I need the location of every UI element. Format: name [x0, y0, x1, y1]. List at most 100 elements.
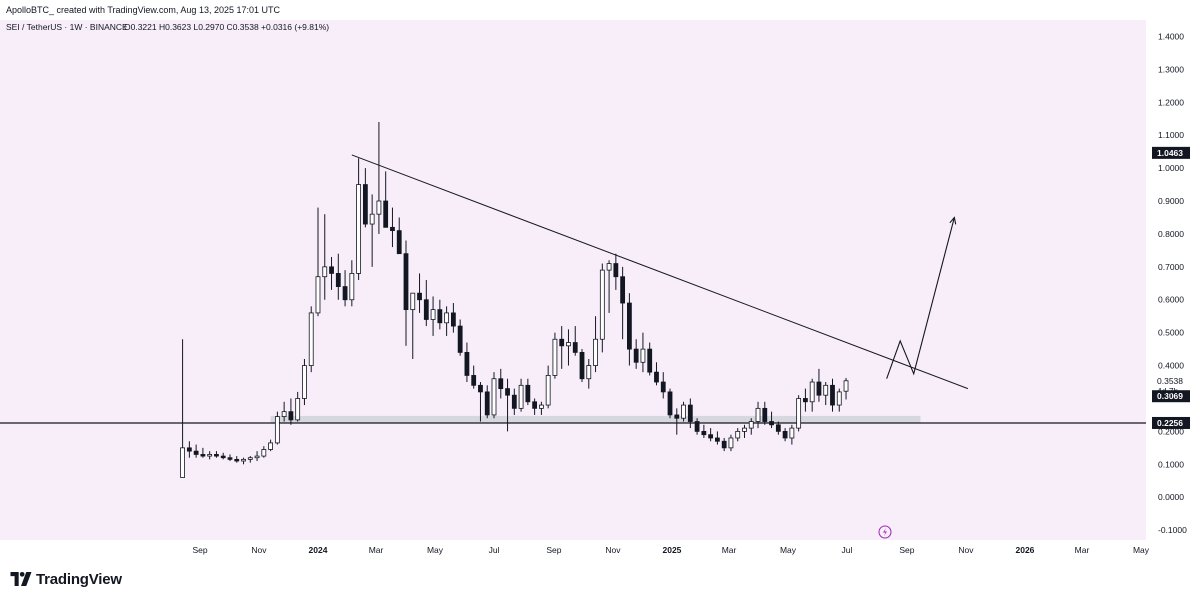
- price-chart[interactable]: 1.4000 1.3000 1.2000 1.1000 1.0000 0.9000 0.80…: [0, 20, 1200, 560]
- candle-body-down: [715, 437, 720, 442]
- candle: [295, 391, 301, 422]
- candle-body-down: [390, 226, 395, 232]
- candles-layer: [180, 122, 849, 478]
- candle-body-down: [423, 299, 429, 320]
- candle-body-down: [830, 384, 835, 406]
- candle: [843, 377, 849, 400]
- time-tick-label: 2024: [309, 545, 328, 555]
- symbol-info: SEI / TetherUS · 1W · BINANCE: [6, 22, 128, 32]
- candle: [241, 457, 246, 465]
- candle: [410, 292, 416, 359]
- candle: [186, 441, 192, 458]
- candle-body-up: [254, 455, 260, 459]
- candle: [613, 253, 619, 290]
- candle-body-down: [579, 352, 585, 380]
- candle: [715, 431, 720, 445]
- time-tick-label: 2025: [662, 545, 681, 555]
- candle: [383, 171, 389, 228]
- candle: [789, 424, 795, 445]
- time-axis-background: [0, 540, 1200, 560]
- svg-text:0.2256: 0.2256: [1157, 418, 1183, 428]
- price-axis[interactable]: 1.4000 1.3000 1.2000 1.1000 1.0000 0.9000 0.80…: [1158, 31, 1187, 535]
- candle-body-down: [762, 407, 768, 422]
- candle-body-up: [491, 378, 497, 416]
- candle: [823, 382, 829, 406]
- projection-arrowhead: [949, 216, 957, 225]
- candle: [308, 306, 314, 373]
- candle-body-down: [498, 378, 504, 390]
- candle-body-up: [369, 213, 375, 225]
- candle-body-down: [464, 352, 470, 376]
- candle-body-down: [559, 338, 565, 347]
- candle-body-up: [247, 457, 253, 460]
- time-tick-label: Mar: [369, 545, 384, 555]
- plot-background: [0, 20, 1146, 540]
- candle-body-down: [532, 401, 538, 409]
- candle: [803, 388, 808, 412]
- support-label: 0.2256: [1152, 416, 1190, 429]
- candle-body-down: [362, 184, 368, 225]
- candle: [484, 385, 490, 419]
- candle-body-down: [782, 430, 788, 439]
- candle: [302, 358, 307, 406]
- candle: [261, 446, 267, 458]
- candle-body-up: [843, 380, 849, 392]
- time-tick-label: May: [1133, 545, 1150, 555]
- candle-body-up: [789, 427, 795, 439]
- footer: TradingView: [0, 560, 1200, 598]
- candle: [694, 418, 700, 435]
- candle: [796, 395, 802, 432]
- candle-body-up: [755, 407, 761, 422]
- candle: [362, 168, 368, 228]
- candle: [498, 368, 504, 399]
- candle: [674, 408, 680, 435]
- price-tick-label: 0.8000: [1158, 229, 1184, 239]
- candle: [390, 207, 395, 248]
- descending-trendline: [351, 154, 969, 390]
- candle-body-down: [660, 381, 666, 393]
- candle: [234, 456, 240, 463]
- candle: [288, 398, 294, 425]
- candle: [654, 362, 659, 386]
- price-tick-label: 0.9000: [1158, 196, 1184, 206]
- candle-body-up: [599, 269, 605, 340]
- tradingview-logo[interactable]: TradingView: [10, 568, 122, 590]
- candle: [769, 411, 774, 429]
- time-axis[interactable]: Sep Nov 2024 Mar May Jul Sep Nov 2025 Mar May Jul Se…: [192, 545, 1149, 555]
- candle-body-up: [593, 338, 598, 366]
- candle: [444, 306, 450, 336]
- time-tick-label: Sep: [192, 545, 207, 555]
- candle: [396, 217, 402, 255]
- candle-body-down: [674, 414, 680, 419]
- candle-body-down: [200, 454, 206, 457]
- price-tick-label: 1.3000: [1158, 64, 1184, 74]
- drawings-layer: [351, 154, 969, 390]
- candle-body-up: [274, 416, 280, 444]
- candle: [200, 447, 206, 458]
- chart-header: ApolloBTC_ created with TradingView.com,…: [0, 0, 1200, 20]
- support-zone: [270, 415, 921, 424]
- candle-body-down: [335, 273, 341, 287]
- candle-body-down: [654, 371, 659, 383]
- candle-body-down: [288, 411, 294, 421]
- candle-body-down: [505, 388, 510, 396]
- price-tick-label: 0.2000: [1158, 426, 1184, 436]
- candle-body-up: [315, 276, 321, 314]
- candle-body-down: [457, 325, 463, 353]
- candle: [227, 454, 233, 462]
- time-tick-label: 2026: [1015, 545, 1034, 555]
- candle: [687, 398, 693, 429]
- candle-body-up: [735, 430, 741, 439]
- candle: [566, 329, 571, 366]
- lightning-icon[interactable]: [878, 525, 892, 539]
- ohlc-info: O0.3221 H0.3623 L0.2970 C0.3538 +0.0316 …: [124, 22, 329, 32]
- candle: [836, 388, 842, 412]
- candle: [721, 437, 727, 452]
- candle-body-down: [687, 404, 693, 422]
- candle-body-down: [816, 381, 822, 396]
- candle-body-up: [545, 375, 551, 406]
- candle-body-down: [572, 342, 578, 353]
- candle: [505, 378, 510, 432]
- candle-body-up: [538, 404, 544, 409]
- candle-body-down: [694, 421, 700, 432]
